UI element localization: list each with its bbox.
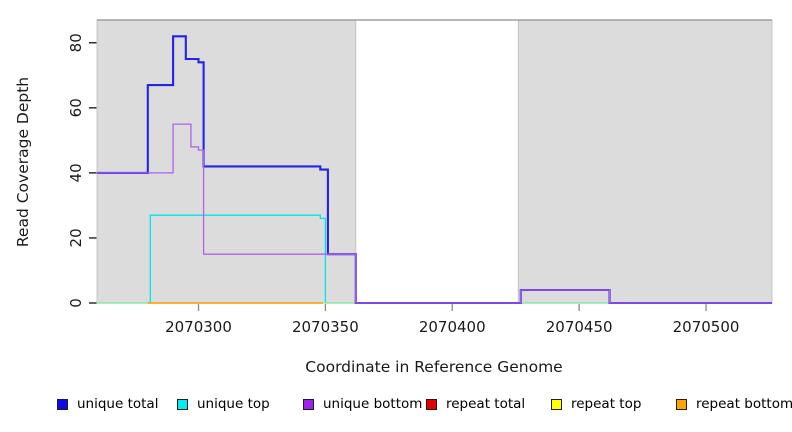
legend-label: unique bottom: [323, 396, 423, 412]
legend-item: unique top: [177, 396, 270, 412]
x-tick-label: 2070350: [292, 318, 359, 336]
coverage-chart-canvas: 2070300 2070350 2070400 2070450 2070500 0 20 4…: [14, 19, 773, 376]
y-tick-label: 40: [67, 163, 85, 182]
x-tick-label: 2070450: [546, 318, 613, 336]
y-tick-label: 80: [67, 33, 85, 52]
series-line-unique-bottom: [97, 123, 772, 304]
y-tick-label: 20: [67, 228, 85, 247]
legend-color-swatch-icon: [676, 398, 687, 410]
x-tick-label: 2070400: [419, 318, 486, 336]
y-tick-label: 0: [67, 298, 85, 308]
x-tick-label: 2070300: [165, 318, 232, 336]
x-axis: 2070300 2070350 2070400 2070450 2070500: [165, 304, 739, 336]
y-axis: 0 20 40 60 80: [67, 33, 97, 308]
legend-color-swatch-icon: [551, 398, 562, 410]
legend-label: repeat total: [446, 396, 526, 412]
legend-item: unique total: [57, 396, 158, 412]
legend-color-swatch-icon: [426, 398, 437, 410]
legend-color-swatch-icon: [303, 398, 314, 410]
coverage-step-lines: [97, 35, 772, 305]
shaded-region: [517, 19, 773, 304]
x-tick-label: 2070500: [673, 318, 740, 336]
legend-item: repeat total: [426, 396, 525, 412]
y-axis-title: Read Coverage Depth: [14, 77, 32, 247]
shaded-regions: [96, 19, 773, 304]
legend-item: repeat top: [551, 396, 641, 412]
legend-label: repeat top: [571, 396, 642, 412]
legend-item: unique bottom: [303, 396, 422, 412]
legend-label: unique top: [197, 396, 270, 412]
legend-label: repeat bottom: [696, 396, 792, 412]
legend-label: unique total: [77, 396, 159, 412]
legend-item: repeat bottom: [676, 396, 792, 412]
y-tick-label: 60: [67, 98, 85, 117]
x-axis-title: Coordinate in Reference Genome: [305, 358, 562, 376]
chart-legend: unique total unique top unique bottom re…: [0, 396, 792, 422]
legend-color-swatch-icon: [57, 398, 68, 410]
series-line-unique-top: [97, 214, 772, 304]
legend-color-swatch-icon: [177, 398, 188, 410]
shaded-region: [96, 19, 357, 304]
